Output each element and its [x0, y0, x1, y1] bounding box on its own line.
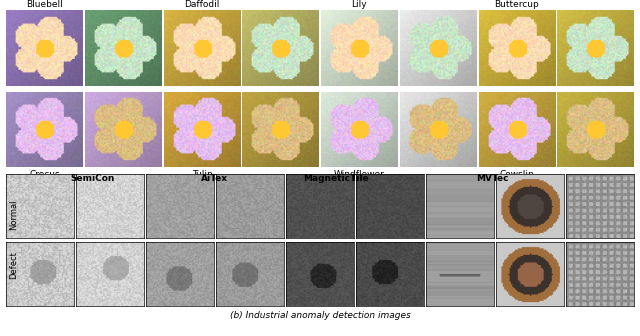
Title: Lily: Lily [351, 0, 367, 9]
X-axis label: Windflower: Windflower [334, 170, 385, 179]
Text: (a) Flowers17 dataset: (a) Flowers17 dataset [271, 174, 369, 183]
Text: Defect: Defect [10, 252, 19, 279]
X-axis label: Crocus: Crocus [29, 170, 60, 179]
Text: MVTec: MVTec [477, 174, 509, 183]
Title: Bluebell: Bluebell [26, 0, 63, 9]
Text: Normal: Normal [10, 200, 19, 230]
Title: Buttercup: Buttercup [494, 0, 539, 9]
Title: Daffodil: Daffodil [184, 0, 220, 9]
Text: (b) Industrial anomaly detection images: (b) Industrial anomaly detection images [230, 311, 410, 320]
Text: MagneticTile: MagneticTile [303, 174, 369, 183]
Text: AiTex: AiTex [201, 174, 228, 183]
X-axis label: Cowslip: Cowslip [499, 170, 534, 179]
X-axis label: Tulip: Tulip [191, 170, 212, 179]
Text: SemiCon: SemiCon [70, 174, 115, 183]
